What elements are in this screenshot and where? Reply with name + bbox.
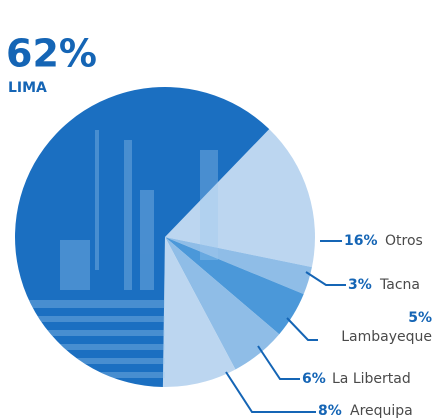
- category-label: Otros: [385, 233, 423, 249]
- pie-slice: [165, 129, 315, 268]
- value-label: 3%: [348, 277, 372, 293]
- pie-slice: [165, 237, 304, 335]
- leader-line: [225, 371, 316, 413]
- value-label: 16%: [344, 233, 378, 249]
- leader-line: [286, 317, 318, 341]
- category-label: Tacna: [379, 277, 420, 293]
- pie-slice: [165, 237, 312, 295]
- leader-line: [257, 345, 300, 380]
- value-label: 62%: [6, 32, 97, 76]
- category-label: Lambayeque: [341, 329, 432, 345]
- pie-slice: [15, 87, 270, 387]
- pie-slice: [165, 237, 280, 370]
- labels: 16% Otros 3% Tacna 5% Lambayeque 6% La Libertad…: [6, 32, 432, 419]
- leader-line: [305, 271, 346, 286]
- value-label: 8%: [318, 403, 342, 419]
- pie-slice: [162, 237, 236, 387]
- category-label: La Libertad: [332, 371, 411, 387]
- category-label: LIMA: [8, 80, 47, 96]
- value-label: 6%: [302, 371, 326, 387]
- category-label: Arequipa: [350, 403, 413, 419]
- pie: [15, 87, 315, 387]
- value-label: 5%: [408, 310, 432, 326]
